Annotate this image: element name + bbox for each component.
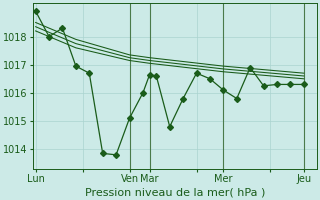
X-axis label: Pression niveau de la mer( hPa ): Pression niveau de la mer( hPa ) (85, 187, 265, 197)
